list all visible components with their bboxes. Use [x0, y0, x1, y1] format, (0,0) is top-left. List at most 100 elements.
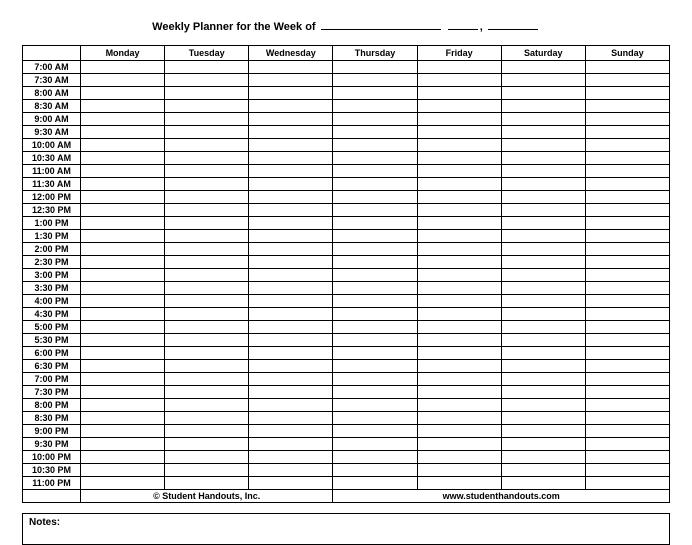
time-cell: 12:00 PM — [23, 191, 81, 204]
time-cell: 7:00 AM — [23, 61, 81, 74]
planner-cell — [501, 477, 585, 490]
time-cell: 6:00 PM — [23, 347, 81, 360]
planner-cell — [165, 334, 249, 347]
planner-cell — [165, 386, 249, 399]
planner-cell — [333, 438, 417, 451]
planner-cell — [585, 347, 669, 360]
planner-cell — [333, 87, 417, 100]
planner-cell — [249, 269, 333, 282]
planner-cell — [417, 282, 501, 295]
planner-cell — [81, 425, 165, 438]
time-cell: 1:00 PM — [23, 217, 81, 230]
planner-cell — [165, 438, 249, 451]
planner-cell — [585, 269, 669, 282]
time-cell: 12:30 PM — [23, 204, 81, 217]
planner-cell — [165, 61, 249, 74]
planner-cell — [501, 373, 585, 386]
planner-cell — [81, 230, 165, 243]
planner-cell — [81, 334, 165, 347]
planner-cell — [501, 191, 585, 204]
planner-cell — [81, 295, 165, 308]
planner-cell — [81, 217, 165, 230]
title-blank-day — [448, 20, 478, 30]
planner-cell — [417, 139, 501, 152]
planner-cell — [501, 451, 585, 464]
planner-cell — [81, 87, 165, 100]
planner-cell — [249, 204, 333, 217]
table-row: 5:30 PM — [23, 334, 670, 347]
planner-cell — [249, 412, 333, 425]
planner-cell — [501, 178, 585, 191]
planner-cell — [165, 152, 249, 165]
table-row: 8:00 PM — [23, 399, 670, 412]
planner-cell — [249, 100, 333, 113]
planner-cell — [417, 373, 501, 386]
planner-cell — [81, 74, 165, 87]
planner-cell — [165, 399, 249, 412]
planner-cell — [81, 126, 165, 139]
planner-cell — [249, 61, 333, 74]
planner-cell — [249, 295, 333, 308]
time-cell: 5:00 PM — [23, 321, 81, 334]
planner-cell — [333, 152, 417, 165]
time-cell: 9:30 PM — [23, 438, 81, 451]
planner-cell — [249, 425, 333, 438]
planner-cell — [585, 230, 669, 243]
planner-page: Weekly Planner for the Week of , Monday … — [0, 0, 692, 536]
planner-cell — [501, 360, 585, 373]
planner-cell — [417, 477, 501, 490]
table-row: 4:00 PM — [23, 295, 670, 308]
planner-cell — [165, 412, 249, 425]
planner-cell — [333, 74, 417, 87]
planner-cell — [585, 360, 669, 373]
header-day: Sunday — [585, 46, 669, 61]
planner-cell — [333, 308, 417, 321]
planner-cell — [333, 373, 417, 386]
planner-cell — [249, 243, 333, 256]
planner-cell — [249, 165, 333, 178]
planner-cell — [249, 451, 333, 464]
planner-cell — [333, 256, 417, 269]
planner-cell — [165, 74, 249, 87]
planner-cell — [249, 477, 333, 490]
planner-cell — [417, 451, 501, 464]
time-cell: 3:00 PM — [23, 269, 81, 282]
planner-cell — [333, 451, 417, 464]
planner-cell — [501, 217, 585, 230]
planner-cell — [417, 308, 501, 321]
planner-cell — [501, 438, 585, 451]
planner-cell — [333, 425, 417, 438]
planner-cell — [165, 139, 249, 152]
planner-cell — [417, 386, 501, 399]
planner-cell — [333, 230, 417, 243]
planner-cell — [585, 74, 669, 87]
table-row: 7:30 PM — [23, 386, 670, 399]
planner-cell — [417, 438, 501, 451]
planner-cell — [585, 113, 669, 126]
planner-cell — [417, 74, 501, 87]
title-blank-year — [488, 20, 538, 30]
table-row: 10:30 PM — [23, 464, 670, 477]
planner-cell — [585, 165, 669, 178]
planner-cell — [249, 386, 333, 399]
planner-cell — [249, 113, 333, 126]
planner-cell — [333, 126, 417, 139]
planner-cell — [501, 282, 585, 295]
time-cell: 9:00 AM — [23, 113, 81, 126]
planner-cell — [417, 230, 501, 243]
planner-cell — [417, 256, 501, 269]
planner-cell — [585, 399, 669, 412]
planner-cell — [417, 113, 501, 126]
planner-cell — [81, 399, 165, 412]
planner-cell — [585, 256, 669, 269]
footer-row: © Student Handouts, Inc. www.studenthand… — [23, 490, 670, 503]
planner-cell — [333, 204, 417, 217]
table-row: 10:00 AM — [23, 139, 670, 152]
planner-cell — [333, 139, 417, 152]
planner-cell — [417, 178, 501, 191]
planner-cell — [165, 269, 249, 282]
page-title: Weekly Planner for the Week of , — [22, 20, 670, 33]
header-day: Wednesday — [249, 46, 333, 61]
planner-cell — [417, 100, 501, 113]
planner-cell — [585, 386, 669, 399]
